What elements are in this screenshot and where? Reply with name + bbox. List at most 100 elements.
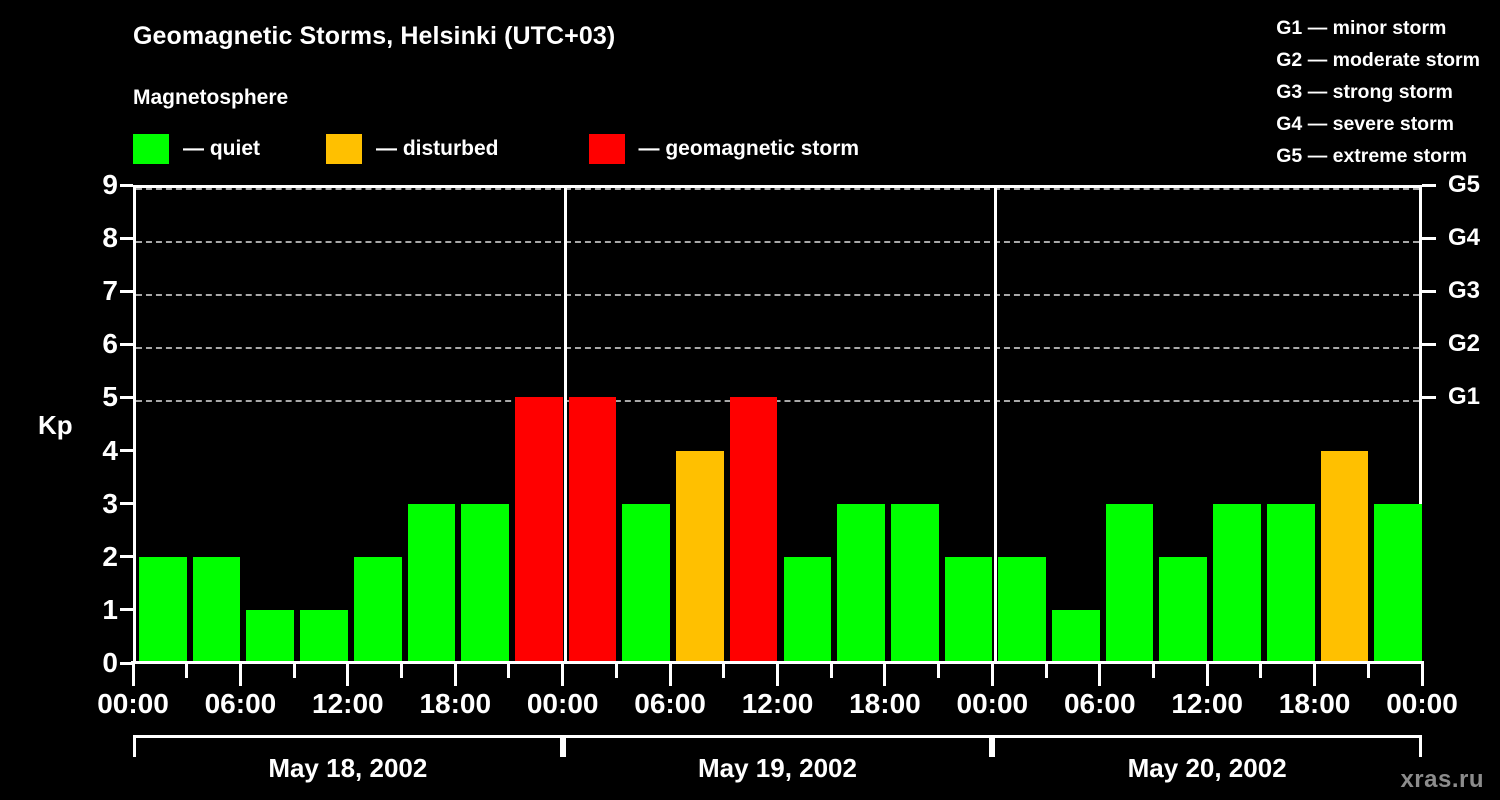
x-axis-minor-tick [1044, 664, 1048, 678]
x-axis-minor-tick [1151, 664, 1155, 678]
x-axis-tick [346, 664, 350, 686]
x-axis-tick [990, 664, 994, 686]
bar [246, 609, 295, 663]
x-axis-tick-label: 00:00 [526, 688, 599, 719]
y-axis-tick-label: 5 [102, 381, 118, 413]
x-axis-minor-tick [292, 664, 296, 678]
bar [1374, 503, 1422, 663]
legend-label-storm: — geomagnetic storm [638, 137, 860, 160]
bar [890, 503, 939, 663]
g-legend-line-g5: G5 — extreme storm [1276, 145, 1468, 167]
x-axis-tick [561, 664, 565, 686]
y-axis-tick-mark [120, 183, 133, 187]
x-axis-minor-tick [722, 664, 726, 678]
y-axis-tick-mark [120, 289, 133, 293]
legend-item-quiet: — quiet [133, 134, 260, 164]
y-axis-tick-label: 2 [102, 540, 118, 572]
x-axis-tick-label: 00:00 [97, 688, 169, 719]
g-legend-line-g4: G4 — severe storm [1276, 113, 1455, 135]
y-axis-tick-label: 7 [102, 275, 118, 307]
bar [1266, 503, 1315, 663]
x-axis-tick [1205, 664, 1209, 686]
bar [461, 503, 509, 663]
day-label: May 19, 2002 [697, 753, 857, 783]
x-axis-tick-label: 18:00 [849, 688, 921, 719]
y-axis-tick-label: 0 [102, 647, 118, 678]
gridline-kp-5 [136, 400, 1419, 403]
legend-heading: Magnetosphere [133, 86, 289, 109]
bar [514, 397, 563, 663]
x-axis-minor-tick [400, 664, 404, 678]
x-axis-tick [668, 664, 672, 686]
x-axis-minor-tick [507, 664, 511, 678]
g-axis-tick-label: G3 [1448, 277, 1481, 305]
legend-item-disturbed: — disturbed [326, 134, 499, 164]
x-axis-tick [238, 664, 242, 686]
g-axis-tick-label: G1 [1448, 383, 1481, 411]
g-axis-tick-label: G4 [1448, 224, 1481, 252]
g-legend-line-g3: G3 — strong storm [1276, 81, 1453, 103]
x-axis-minor-tick [937, 664, 941, 678]
g-legend-line-g1: G1 — minor storm [1276, 17, 1447, 39]
x-axis-tick [131, 664, 135, 686]
legend-swatch-quiet [133, 134, 169, 164]
legend-swatch-disturbed [326, 134, 362, 164]
x-axis-minor-tick [829, 664, 833, 678]
x-axis-tick-label: 06:00 [1063, 688, 1136, 719]
page-title: Geomagnetic Storms, Helsinki (UTC+03) [133, 22, 616, 50]
day-label: May 20, 2002 [1127, 753, 1287, 783]
g-legend-line-g2: G2 — moderate storm [1276, 49, 1480, 71]
day-separator [993, 188, 997, 663]
y-axis-tick-mark [120, 608, 133, 612]
y-axis-tick-label: 1 [102, 593, 118, 625]
bar [568, 397, 617, 663]
y-axis-tick-mark [120, 236, 133, 240]
x-axis-tick [1313, 664, 1317, 686]
x-axis-tick [883, 664, 887, 686]
x-axis-tick [453, 664, 457, 686]
bar [729, 397, 778, 663]
bar [998, 556, 1047, 663]
x-axis-line [131, 661, 1424, 664]
g-axis-tick-label: G5 [1448, 171, 1481, 198]
bar [300, 609, 348, 663]
x-axis-minor-tick [1259, 664, 1263, 678]
bar [192, 556, 241, 663]
day-bracket [133, 735, 563, 757]
g-scale-legend: G1 — minor storm G2 — moderate storm G3 — … [1276, 12, 1480, 172]
g-axis-tick-mark [1422, 183, 1436, 187]
y-axis-tick-mark [120, 661, 133, 665]
bar [1320, 450, 1369, 663]
x-axis-tick-label: 00:00 [1386, 688, 1458, 719]
x-axis-tick-label: 18:00 [419, 688, 492, 719]
g-axis-tick-mark [1422, 342, 1436, 346]
legend: — quiet — disturbed — geomagnetic storm [133, 134, 859, 164]
gridline-kp-6 [136, 347, 1419, 350]
y-axis-tick-mark [120, 555, 133, 559]
y-axis-tick-label: 8 [102, 222, 118, 254]
y-axis-tick-label: 3 [102, 487, 118, 519]
x-axis-tick-label: 12:00 [312, 688, 384, 719]
gridline-kp-9 [136, 188, 1419, 190]
x-axis-minor-tick [1366, 664, 1370, 678]
x-axis-tick-label: 18:00 [1278, 688, 1351, 719]
plot-inner [136, 188, 1422, 663]
y-axis-tick-label: 9 [102, 169, 118, 200]
legend-swatch-storm [588, 134, 625, 164]
watermark: xras.ru [1400, 766, 1484, 793]
x-axis-minor-tick [614, 664, 618, 678]
g-axis-tick-mark [1422, 289, 1436, 293]
y-axis-title: Kp [38, 410, 73, 440]
bar [1052, 609, 1100, 663]
bar [783, 556, 832, 663]
y-axis-tick-label: 6 [102, 328, 118, 360]
x-axis-tick [1420, 664, 1424, 686]
legend-item-storm: — geomagnetic storm [588, 134, 860, 164]
day-bracket [562, 735, 993, 757]
bar [1159, 556, 1208, 663]
x-axis-tick-label: 12:00 [741, 688, 814, 719]
y-axis-tick-label: 4 [102, 434, 118, 466]
bar [676, 450, 724, 663]
x-axis-tick [776, 664, 779, 686]
